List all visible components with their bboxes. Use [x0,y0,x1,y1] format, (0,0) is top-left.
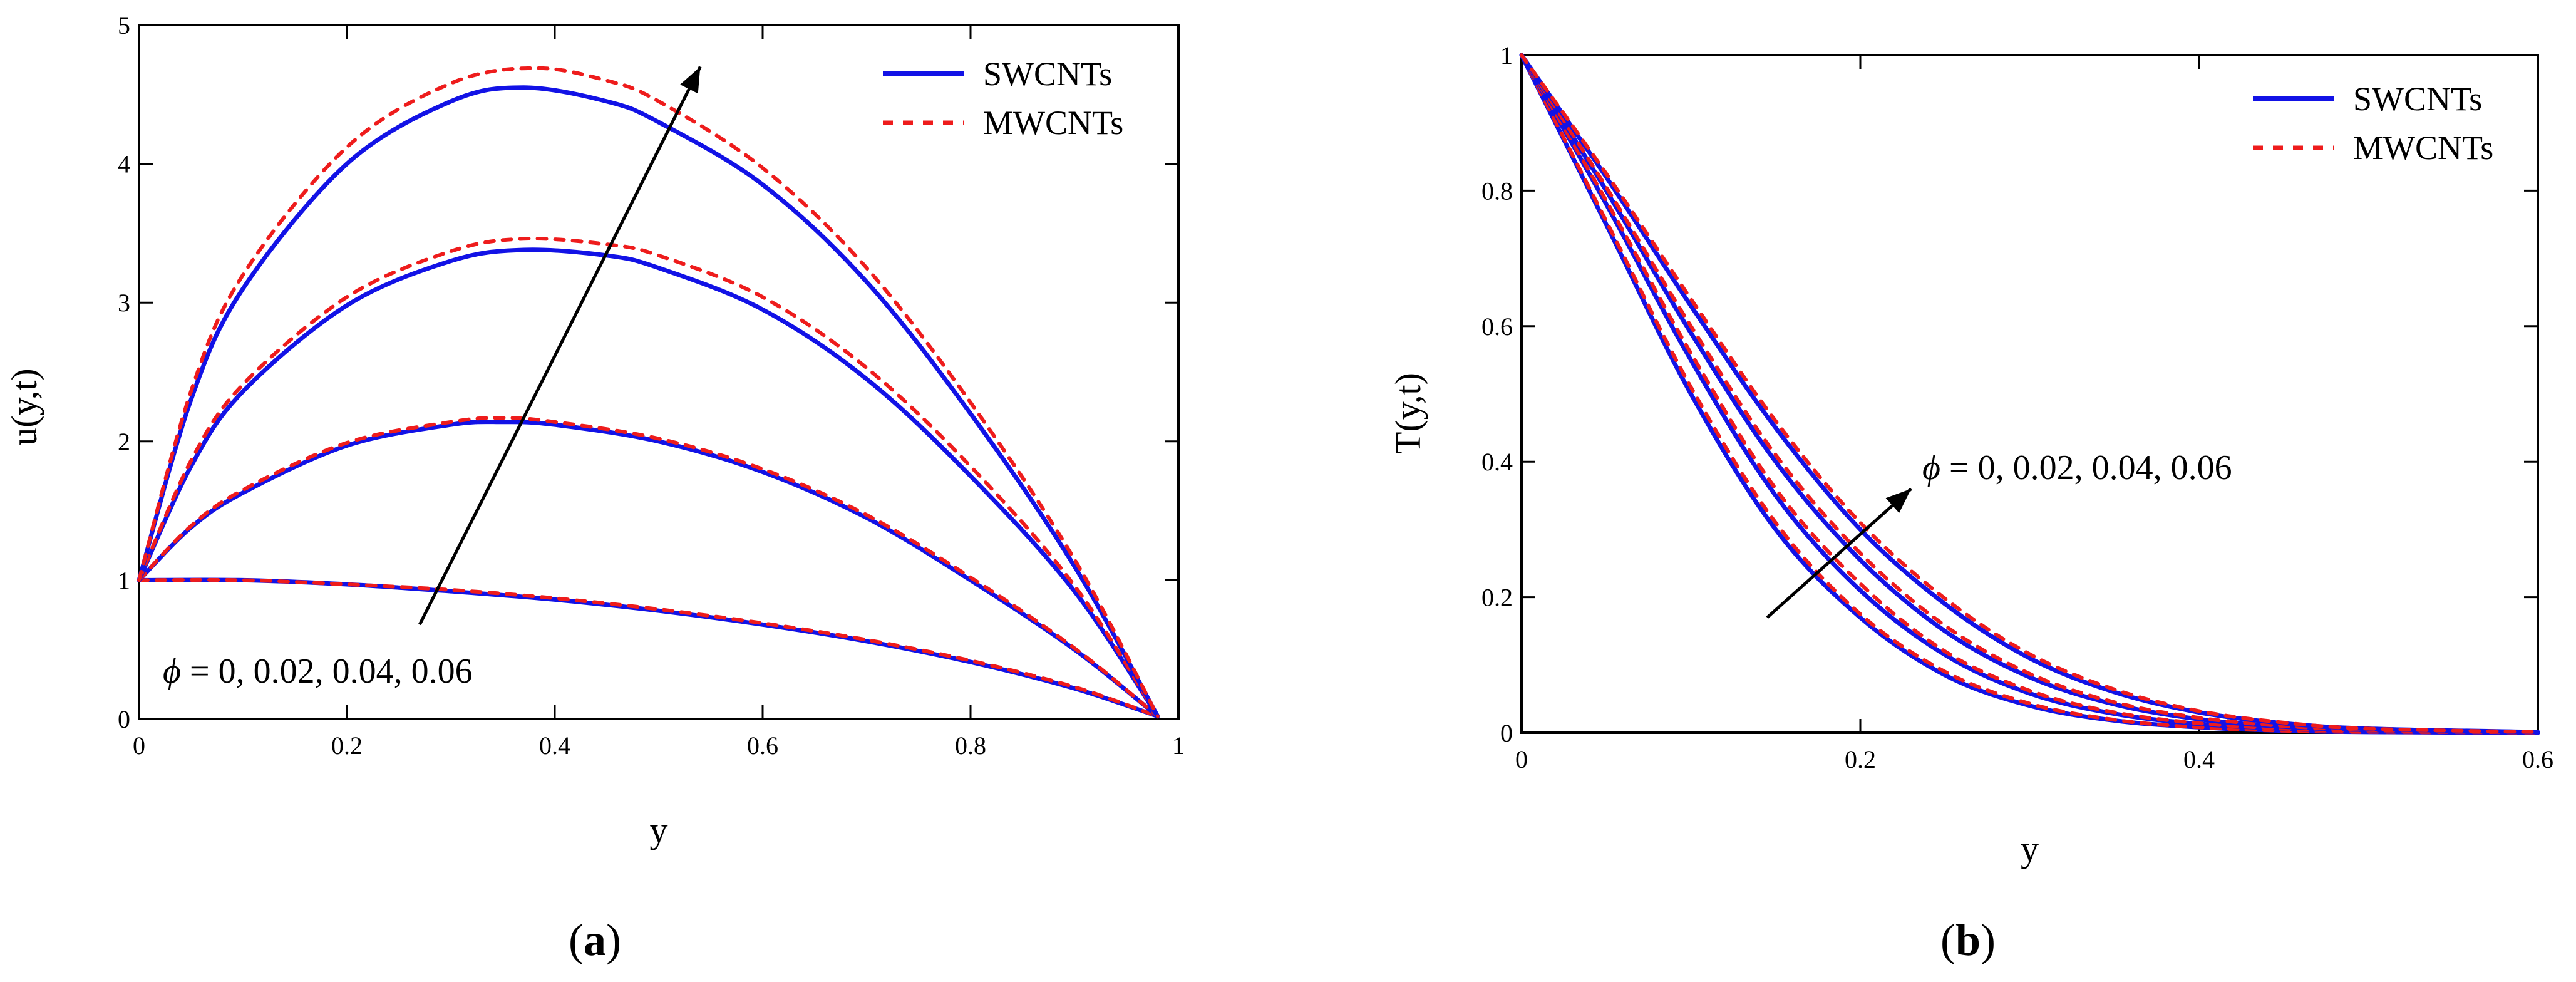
panel-a: 0 0.2 0.4 0.6 0.8 1 0 1 2 3 4 5 SWCNTs MWCNTs ϕ = 0, 0… [4,11,1185,965]
plot-frame [1520,54,2539,734]
legend-label-swcnts: SWCNTs [2353,80,2482,118]
y-tick-label: 0.4 [1481,448,1513,476]
y-tick-label: 1 [118,566,130,594]
mwcnt-curve-phi-0_04 [1520,53,2540,735]
plot-frame [138,24,1180,720]
phi-arrow-head [680,66,701,94]
phi-annotation: ϕ = 0, 0.02, 0.04, 0.06 [163,652,473,691]
y-tick-label: 0.6 [1481,313,1513,341]
y-tick-label: 0.8 [1481,177,1513,205]
y-tick-label: 4 [118,150,130,178]
phi-arrow-head [1885,488,1912,514]
y-tick-label: 1 [1500,41,1513,70]
legend-label-mwcnts: MWCNTs [983,104,1123,142]
y-axis-label: u(y,t) [4,368,44,445]
panel-label-open-paren: ( [1940,915,1955,965]
y-tick-label: 3 [118,289,130,317]
x-tick-label: 0.2 [331,731,363,760]
phi-values: = 0, 0.02, 0.04, 0.06 [181,652,473,691]
phi-arrow-shaft [418,66,702,626]
x-tick-label: 0.4 [2183,745,2215,773]
panel-label: (b) [1940,915,1996,965]
y-tick-label: 2 [118,428,130,456]
swcnt-curve-phi-0_04 [137,247,1160,719]
x-tick-label: 0 [133,731,145,760]
x-axis-label: y [2021,829,2039,869]
mwcnt-curve-phi-0_04 [137,236,1160,718]
legend-label-mwcnts: MWCNTs [2353,129,2493,167]
panel-label: (a) [569,915,621,965]
swcnt-curve-phi-0_02 [137,420,1160,719]
y-tick-label: 5 [118,11,130,39]
panel-label-letter: b [1955,915,1981,965]
panel-label-letter: a [584,915,606,965]
y-axis-label: T(y,t) [1388,373,1428,454]
mwcnt-curve-phi-0 [1520,53,2540,735]
legend-label-swcnts: SWCNTs [983,55,1112,93]
y-tick-label: 0.2 [1481,584,1513,612]
phi-symbol: ϕ [1922,448,1940,487]
panel-label-close-paren: ) [1981,915,1996,965]
phi-values: = 0, 0.02, 0.04, 0.06 [1940,448,2232,487]
x-tick-label: 1 [1172,731,1185,760]
x-tick-label: 0.6 [747,731,778,760]
x-tick-label: 0.4 [539,731,570,760]
swcnt-curve-phi-0_06 [137,85,1160,719]
x-axis-label: y [650,810,668,850]
y-tick-label: 0 [1500,719,1513,747]
phi-annotation: ϕ = 0, 0.02, 0.04, 0.06 [1922,448,2232,487]
mwcnt-curve-phi-0 [137,577,1160,718]
panel-label-close-paren: ) [606,915,621,965]
x-tick-label: 0.2 [1845,745,1876,773]
x-tick-label: 0.8 [955,731,986,760]
panel-label-open-paren: ( [569,915,584,965]
mwcnt-curve-phi-0_02 [137,416,1160,718]
phi-symbol: ϕ [163,652,181,691]
phi-arrow-shaft [1766,487,1912,619]
y-tick-label: 0 [118,705,130,733]
mwcnt-curve-phi-0_06 [137,66,1160,718]
x-tick-label: 0.6 [2522,745,2553,773]
x-tick-label: 0 [1515,745,1528,773]
mwcnt-curve-phi-0_06 [1520,53,2540,734]
panel-b: 0 0.2 0.4 0.6 0 0.2 0.4 0.6 0.8 1 SWCNTs MWCNTs ϕ = … [1388,41,2553,965]
